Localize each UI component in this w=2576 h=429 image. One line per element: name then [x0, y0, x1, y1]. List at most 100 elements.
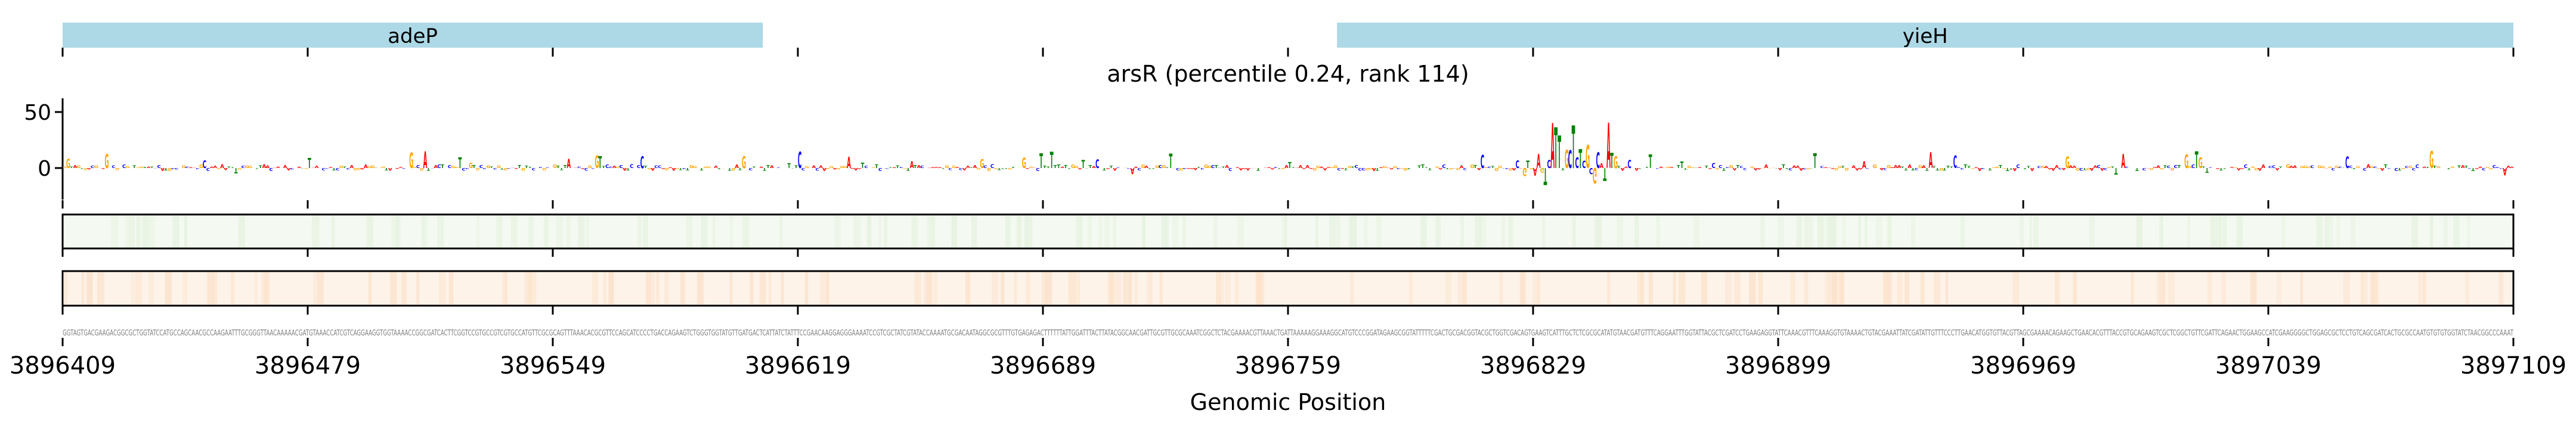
logo-letter-T: T [1544, 162, 1547, 190]
track-1-cell [971, 216, 977, 247]
logo-letter-A: A [893, 167, 897, 168]
logo-letter-T: T [332, 167, 336, 171]
track-2-cell [1225, 272, 1231, 304]
track-2-heatmap [61, 270, 2515, 307]
logo-letter-G: G [1509, 167, 1513, 172]
track-1-cell [2236, 216, 2243, 247]
logo-letter-G: G [689, 164, 693, 169]
logo-letter-C: C [2349, 165, 2352, 169]
logo-letter-A: A [2153, 166, 2157, 168]
track-1-cell [441, 216, 444, 247]
logo-letter-C: C [1516, 159, 1519, 171]
track-1-cell [1460, 216, 1465, 247]
logo-letter-A: A [1764, 163, 1769, 169]
track-1-cell [686, 216, 693, 247]
logo-letter-G: G [2377, 168, 2381, 169]
logo-letter-A: A [395, 168, 400, 169]
track-1-cell [1364, 216, 1368, 247]
track-1-cell [1087, 216, 1092, 247]
logo-letter-A: A [1106, 167, 1110, 169]
logo-letter-A: A [1327, 167, 1331, 168]
logo-letter-T: T [2114, 166, 2118, 176]
logo-letter-G: G [2149, 167, 2154, 170]
logo-letter-A: A [1284, 164, 1289, 169]
track-2-cell [1014, 272, 1017, 304]
logo-letter-G: G [76, 164, 80, 169]
logo-letter-T: T [906, 167, 910, 171]
logo-letter-G: G [1690, 167, 1695, 169]
track-2-cell [1883, 272, 1889, 304]
track-1-cell [2089, 216, 2095, 247]
logo-letter-C: C [886, 168, 890, 169]
logo-letter-G: G [1312, 167, 1317, 171]
logo-letter-G: G [119, 168, 123, 169]
logo-letter-T: T [1046, 166, 1051, 169]
logo-letter-C: C [2097, 164, 2101, 169]
track-1-cell [637, 216, 642, 247]
logo-letter-A: A [364, 163, 368, 169]
logo-letter-A: A [2051, 167, 2055, 172]
logo-letter-A: A [2230, 166, 2234, 169]
logo-letter-T: T [1554, 116, 1558, 182]
track-2-cell [1041, 272, 1048, 304]
logo-letter-G: G [2401, 167, 2405, 170]
logo-letter-G: G [104, 150, 109, 173]
logo-letter-C: C [777, 167, 781, 169]
logo-letter-G: G [1806, 167, 1810, 170]
logo-letter-C: C [1575, 156, 1578, 172]
track-1-cell [1760, 216, 1765, 247]
track-2-cell [1920, 272, 1925, 304]
logo-letter-T: T [679, 167, 682, 170]
logo-letter-T: T [1775, 168, 1779, 169]
track-1-cell [2187, 216, 2190, 247]
logo-letter-A: A [812, 164, 816, 169]
logo-letter-A: A [1659, 166, 1664, 169]
logo-letter-T: T [2384, 163, 2388, 169]
track-1-cell [1501, 216, 1505, 247]
logo-letter-A: A [2510, 166, 2514, 169]
logo-letter-A: A [1026, 167, 1030, 169]
logo-letter-A: A [2258, 167, 2262, 171]
logo-letter-T: T [343, 166, 346, 169]
track-2-cell [1349, 272, 1354, 304]
track-2-cell [680, 272, 685, 304]
logo-letter-A: A [581, 167, 585, 169]
logo-letter-C: C [154, 168, 158, 169]
logo-letter-A: A [2240, 167, 2244, 169]
logo-letter-A: A [1243, 167, 1247, 169]
track-1-cell [2033, 216, 2039, 247]
logo-letter-T: T [766, 164, 770, 169]
logo-letter-A: A [1239, 167, 1243, 172]
logo-letter-A: A [87, 167, 92, 170]
logo-letter-A: A [1131, 166, 1135, 176]
logo-letter-A: A [1831, 168, 1835, 169]
x-tick-label: 3896899 [1725, 352, 1831, 380]
logo-letter-T: T [1103, 167, 1106, 171]
track-2-cell [1258, 272, 1265, 304]
logo-letter-G: G [371, 165, 375, 169]
logo-letter-A: A [1438, 167, 1442, 170]
track-2-cell [401, 272, 407, 304]
track-2-cell [86, 272, 93, 304]
logo-letter-T: T [1645, 167, 1649, 169]
logo-letter-A: A [2012, 167, 2017, 172]
logo-letter-C: C [592, 167, 596, 169]
logo-letter-T: T [1088, 164, 1092, 169]
logo-letter-A: A [2422, 166, 2427, 169]
logo-letter-T: T [1421, 163, 1425, 169]
logo-letter-T: T [998, 167, 1001, 170]
logo-letter-C: C [1803, 167, 1807, 170]
logo-letter-C: C [1159, 164, 1162, 169]
logo-letter-G: G [882, 168, 886, 169]
logo-letter-G: G [2255, 167, 2259, 171]
logo-letter-A: A [623, 167, 627, 172]
track-1-cell [129, 216, 135, 247]
track-2-cell [165, 272, 172, 304]
logo-letter-G: G [1348, 166, 1352, 169]
logo-letter-C: C [290, 167, 295, 170]
logo-letter-A: A [101, 168, 106, 169]
logo-letter-C: C [479, 164, 484, 169]
logo-letter-C: C [1488, 166, 1492, 169]
logo-letter-A: A [927, 167, 931, 168]
logo-letter-T: T [556, 165, 560, 169]
